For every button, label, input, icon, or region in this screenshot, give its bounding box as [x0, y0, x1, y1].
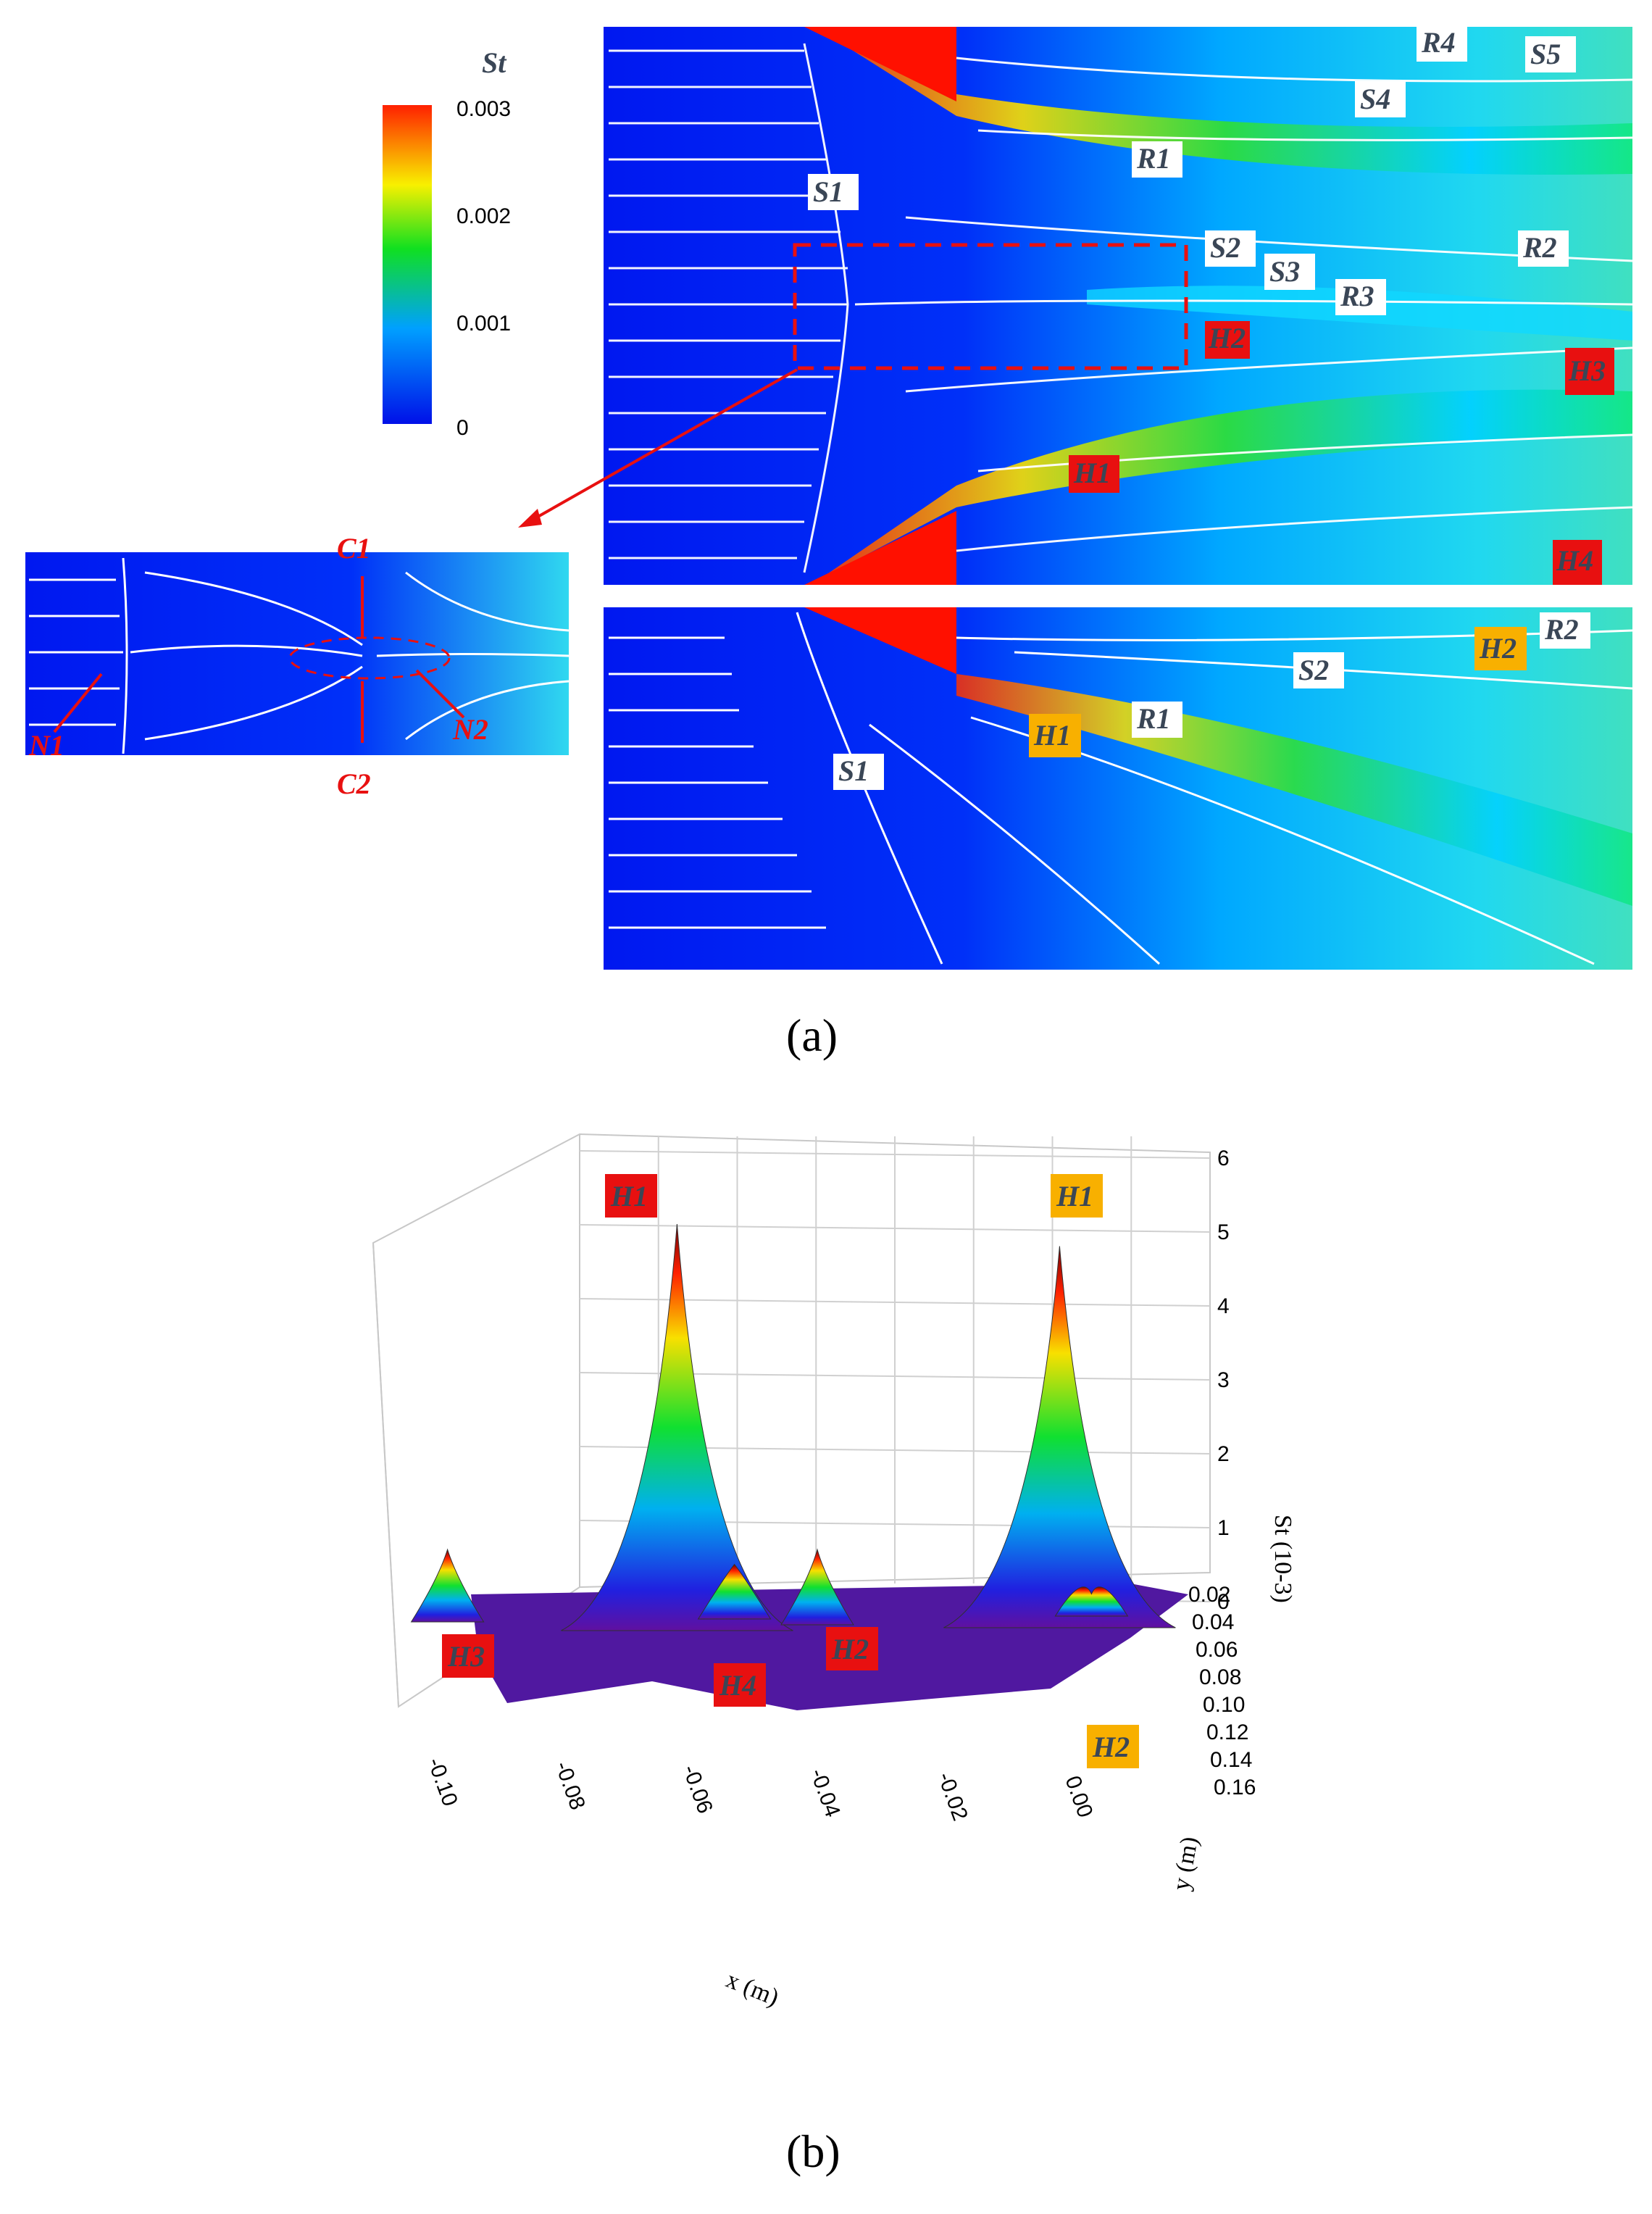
inset-label-c1: C1 [337, 532, 371, 565]
z-tick-label: 5 [1217, 1220, 1230, 1244]
peak-tag [442, 1634, 494, 1678]
label-h2: H2 [1208, 322, 1246, 354]
contour-bottom: H2 R2 S2 H1 R1 S1 [604, 607, 1633, 970]
y-tick-label: 0.12 [1206, 1720, 1248, 1744]
surface-peak [697, 1563, 772, 1620]
peak-tag-label: H2 [831, 1633, 869, 1665]
y-tick-label: 0.06 [1196, 1638, 1238, 1662]
x-tick-label: -0.06 [677, 1762, 717, 1817]
peak-tag-label: H2 [1092, 1731, 1130, 1763]
label-s4: S4 [1360, 83, 1390, 115]
inset-label-n1: N1 [28, 729, 64, 762]
peak-tag [826, 1627, 878, 1670]
label-s1: S1 [813, 175, 843, 208]
peak-tag-label: H3 [447, 1640, 485, 1673]
x-tick-label: -0.02 [933, 1769, 972, 1824]
surface-peak [410, 1548, 485, 1623]
x-tick-label: 0.00 [1060, 1773, 1097, 1820]
colorbar-tick: 0.002 [456, 204, 511, 228]
label-s3: S3 [1269, 255, 1300, 288]
surface-peak [561, 1223, 793, 1631]
panel-b-label: (b) [786, 2126, 840, 2177]
y-tick-label: 0.14 [1210, 1748, 1252, 1772]
panel-a: St 0.003 0.002 0.001 0 R4 S5 S4 R1 S1 S2… [25, 25, 1633, 1061]
inset-label-n2: N2 [452, 713, 488, 746]
z-tick-label: 3 [1217, 1368, 1230, 1392]
z-tick-label: 0 [1217, 1590, 1230, 1614]
label-r4: R4 [1421, 26, 1456, 59]
y-tick-label: 0.10 [1203, 1693, 1245, 1717]
peak-tag-label: H1 [1056, 1180, 1093, 1212]
label-r1: R1 [1136, 142, 1171, 175]
bottom-label-r2: R2 [1544, 613, 1579, 646]
surface-peak [943, 1246, 1176, 1628]
colorbar-title: St [482, 46, 507, 79]
label-s5: S5 [1530, 38, 1561, 70]
y-tick-label: 0.08 [1199, 1665, 1241, 1689]
y-tick-label: 0.04 [1192, 1610, 1234, 1634]
peak-tag [1087, 1725, 1139, 1768]
y-tick-label: 0.16 [1214, 1776, 1256, 1799]
bottom-label-s2: S2 [1298, 654, 1329, 686]
contour-top [518, 27, 1633, 585]
x-tick-label: -0.10 [422, 1755, 462, 1810]
inset-contour: C1 C2 N1 N2 [25, 532, 570, 800]
inset-label-c2: C2 [337, 767, 371, 800]
zlabel: St (10-3) [1269, 1515, 1296, 1603]
label-s2: S2 [1210, 231, 1240, 264]
label-h1: H1 [1073, 457, 1111, 489]
x-tick-label: -0.08 [550, 1758, 589, 1813]
ylabel: y (m) [1167, 1835, 1203, 1893]
panel-a-label: (a) [786, 1010, 838, 1061]
top-labels: R4 S5 S4 R1 S1 S2 S3 R3 R2 H1 H2 H3 H4 [808, 25, 1614, 585]
bottom-label-r1: R1 [1136, 702, 1171, 735]
z-tick-label: 6 [1217, 1146, 1230, 1170]
bottom-label-s1: S1 [838, 754, 869, 787]
z-tick-label: 2 [1217, 1442, 1230, 1466]
colorbar: St 0.003 0.002 0.001 0 [383, 46, 511, 440]
peak-tag [605, 1174, 657, 1218]
peak-tags: H1 H1 H2 H3 H4 H2 [442, 1174, 1139, 1768]
peak-tag-label: H4 [719, 1669, 756, 1702]
surface-peak [780, 1548, 854, 1626]
panel-b: 0 1 2 3 4 5 6 -0.10 -0.08 -0.06 -0.04 -0.02 0.00 0.02… [372, 1133, 1296, 2177]
peak-tag [1051, 1174, 1103, 1218]
y-tick-label: 0.02 [1188, 1583, 1230, 1607]
z-tick-label: 1 [1217, 1516, 1230, 1540]
bottom-label-h2: H2 [1479, 632, 1517, 665]
label-r2: R2 [1522, 231, 1557, 264]
surface-plot [410, 1223, 1188, 1710]
bottom-label-h1: H1 [1033, 719, 1071, 752]
xlabel: x (m) [722, 1966, 783, 2011]
label-h3: H3 [1568, 354, 1606, 387]
peak-tag-label: H1 [610, 1180, 648, 1212]
peak-tag [714, 1663, 766, 1707]
z-tick-label: 4 [1217, 1294, 1230, 1318]
colorbar-tick: 0 [456, 416, 469, 440]
colorbar-tick: 0.003 [456, 97, 511, 121]
x-tick-label: -0.04 [805, 1765, 844, 1820]
colorbar-tick: 0.001 [456, 312, 511, 336]
label-r3: R3 [1340, 280, 1374, 312]
surface-peak [1054, 1586, 1129, 1617]
label-h4: H4 [1556, 544, 1593, 577]
